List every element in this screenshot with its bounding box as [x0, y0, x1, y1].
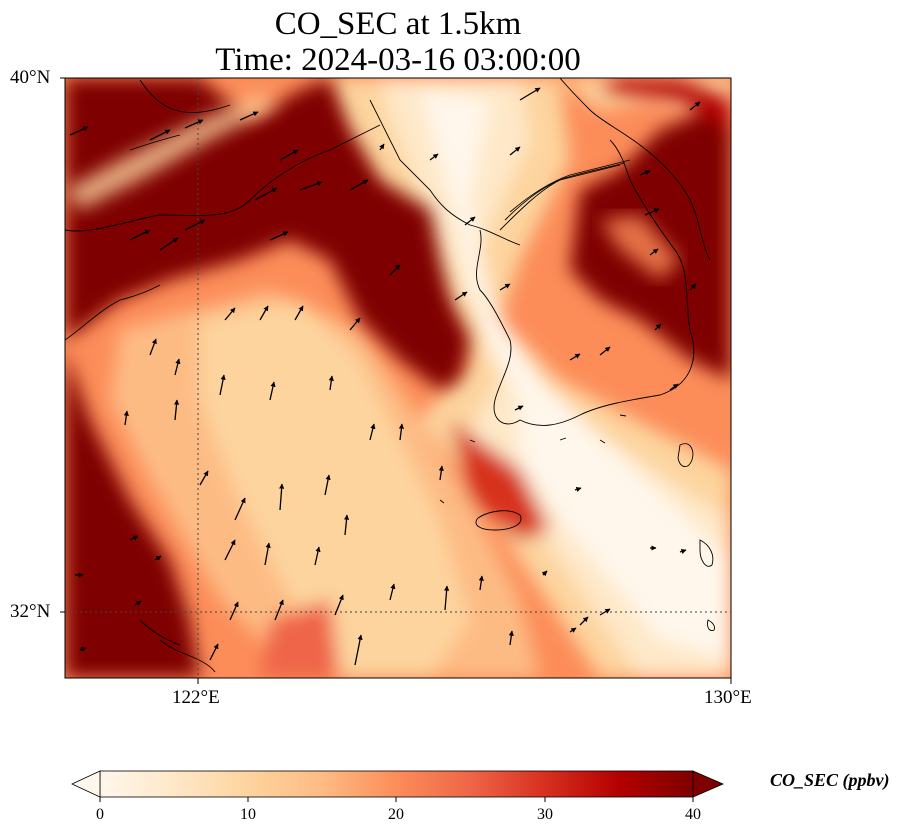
wind-arrow	[149, 338, 157, 356]
wind-arrow	[328, 375, 334, 391]
wind-arrow	[438, 465, 444, 481]
wind-arrow	[519, 87, 541, 101]
wind-arrow	[429, 153, 439, 161]
wind-arrow	[269, 381, 276, 401]
wind-arrow	[669, 383, 679, 391]
wind-arrow	[379, 143, 385, 151]
wind-arrow	[639, 170, 651, 176]
co-field-layer	[65, 78, 731, 678]
colorbar-extend-min	[71, 770, 101, 798]
wind-arrow	[679, 549, 687, 554]
coastlines	[65, 78, 715, 673]
wind-arrow	[294, 305, 304, 321]
wind-arrow	[478, 575, 484, 591]
wind-arrow	[454, 291, 468, 301]
wind-arrow	[274, 599, 284, 621]
colorbar-gradient	[99, 770, 694, 798]
wind-arrow	[349, 179, 369, 191]
lon-tick-130e: 130°E	[704, 687, 752, 708]
wind-arrow	[149, 129, 171, 141]
wind-arrow	[239, 111, 259, 121]
lat-tick-40n: 40°N	[10, 67, 51, 88]
wind-arrow	[389, 264, 401, 276]
colorbar-label: CO_SEC (ppbv)	[770, 770, 890, 790]
wind-arrow	[499, 283, 511, 291]
wind-arrow	[254, 187, 278, 201]
wind-arrow	[654, 323, 662, 331]
wind-arrow	[398, 423, 404, 441]
wind-arrow	[173, 399, 180, 421]
lon-tick-122e: 122°E	[172, 687, 220, 708]
wind-arrow	[569, 627, 577, 633]
wind-arrow	[541, 570, 548, 577]
map-frame	[64, 77, 732, 679]
colorbar-tick-20: 20	[388, 806, 404, 823]
colorbar-tick-10: 10	[240, 806, 256, 823]
wind-arrow	[224, 307, 236, 321]
wind-arrow	[464, 216, 476, 226]
colorbar-tick-0: 0	[96, 806, 104, 823]
wind-arrow	[299, 181, 323, 191]
wind-arrow	[229, 601, 239, 621]
wind-arrow	[334, 594, 344, 616]
wind-arrow	[279, 149, 299, 161]
colorbar-tick-40: 40	[685, 806, 701, 823]
wind-arrow	[599, 346, 611, 356]
wind-arrow	[574, 487, 582, 492]
wind-arrow	[184, 119, 204, 129]
wind-arrow	[649, 248, 659, 256]
wind-arrow	[349, 317, 361, 331]
colorbar	[71, 770, 725, 802]
wind-arrow	[224, 539, 236, 561]
wind-arrow	[79, 647, 87, 652]
wind-arrow	[579, 616, 589, 626]
wind-arrow	[509, 146, 521, 156]
wind-arrow	[599, 608, 611, 616]
map-title-line1: CO_SEC at 1.5km	[274, 6, 522, 42]
colorbar-tick-30: 30	[537, 806, 553, 823]
wind-arrow	[264, 542, 271, 566]
wind-arrow	[159, 237, 179, 251]
wind-arrow	[199, 470, 209, 486]
wind-arrow	[444, 585, 450, 611]
wind-arrow	[134, 600, 142, 606]
wind-arrow	[644, 208, 660, 216]
wind-arrow	[154, 555, 162, 561]
wind-arrow	[129, 229, 151, 241]
wind-arrow	[314, 546, 321, 566]
map-title-line2: Time: 2024-03-16 03:00:00	[215, 42, 581, 78]
lat-tick-32n: 32°N	[10, 601, 51, 622]
colorbar-extend-max	[692, 770, 725, 798]
wind-arrow	[69, 126, 89, 136]
wind-arrow	[259, 305, 269, 321]
wind-arrow	[689, 283, 697, 291]
wind-arrow	[279, 483, 285, 511]
wind-arrow	[324, 474, 331, 496]
wind-arrow	[184, 219, 206, 231]
wind-vectors	[69, 87, 701, 666]
wind-arrow	[508, 630, 514, 646]
wind-arrow	[354, 634, 363, 666]
wind-arrow	[343, 514, 350, 536]
wind-arrow	[234, 497, 246, 521]
wind-arrow	[269, 231, 289, 241]
wind-arrow	[514, 405, 524, 411]
wind-arrow	[174, 358, 181, 376]
wind-arrow	[219, 374, 226, 396]
wind-arrow	[123, 410, 129, 426]
wind-arrow	[689, 101, 701, 111]
wind-arrow	[389, 583, 396, 601]
wind-arrow	[129, 535, 139, 541]
wind-arrow	[209, 643, 219, 661]
wind-arrow	[369, 423, 376, 441]
wind-arrow	[569, 353, 581, 361]
